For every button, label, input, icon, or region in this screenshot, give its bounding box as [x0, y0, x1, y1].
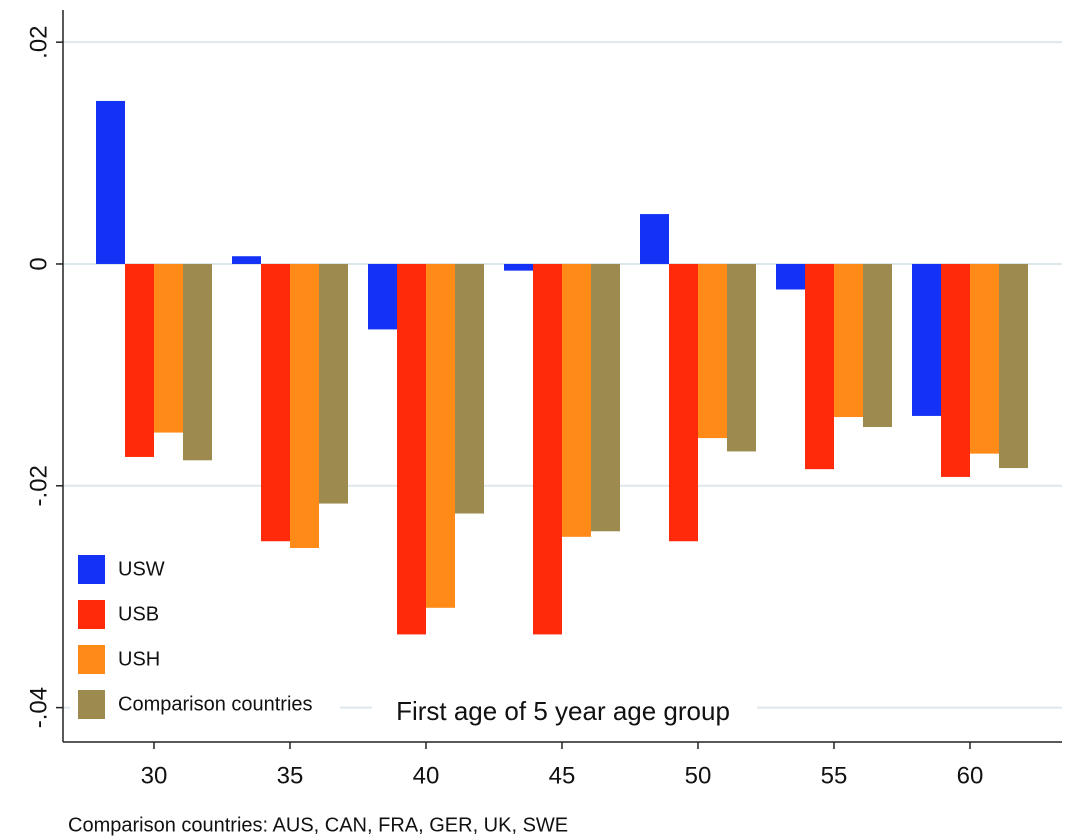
bar — [154, 263, 183, 433]
bar — [805, 263, 834, 470]
bar — [504, 263, 533, 271]
bar — [970, 263, 999, 454]
y-tick-label: 0 — [25, 257, 52, 270]
y-tick-label: -.02 — [25, 465, 52, 506]
bar — [397, 263, 426, 635]
x-tick-label: 35 — [277, 762, 304, 789]
legend-label: USH — [118, 648, 160, 670]
bar — [834, 263, 863, 418]
x-tick-label: 50 — [685, 762, 712, 789]
bar — [125, 263, 154, 457]
bar — [669, 263, 698, 542]
x-tick-label: 60 — [957, 762, 984, 789]
bar — [727, 263, 756, 452]
legend-swatch — [78, 690, 105, 719]
x-title-bg — [372, 693, 757, 731]
bar — [319, 263, 348, 504]
legend-label: Comparison countries — [118, 693, 313, 715]
bar — [698, 263, 727, 439]
bar — [591, 263, 620, 532]
y-tick-label: .02 — [25, 25, 52, 58]
x-axis-title: First age of 5 year age group — [396, 696, 730, 726]
bar — [562, 263, 591, 537]
bar — [261, 263, 290, 542]
bar — [863, 263, 892, 428]
x-tick-label: 40 — [413, 762, 440, 789]
x-tick-label: 55 — [821, 762, 848, 789]
legend-swatch — [78, 555, 105, 584]
y-tick-label: -.04 — [25, 687, 52, 728]
legend-label: USB — [118, 603, 159, 625]
x-tick-label: 30 — [141, 762, 168, 789]
bar — [999, 263, 1028, 469]
bar — [533, 263, 562, 635]
legend-label: USW — [118, 558, 165, 580]
bar — [183, 263, 212, 461]
bar — [640, 214, 669, 264]
chart-note: Comparison countries: AUS, CAN, FRA, GER… — [68, 814, 568, 836]
bar — [455, 263, 484, 514]
legend-bg — [70, 548, 340, 726]
bar — [368, 263, 397, 330]
bar — [290, 263, 319, 568]
bar — [941, 263, 970, 477]
bar — [96, 100, 125, 264]
x-tick-label: 45 — [549, 762, 576, 789]
bar — [232, 256, 261, 264]
bar — [776, 263, 805, 290]
legend-swatch — [78, 645, 105, 674]
bar — [426, 263, 455, 608]
bar — [912, 263, 941, 416]
legend-swatch — [78, 600, 105, 629]
